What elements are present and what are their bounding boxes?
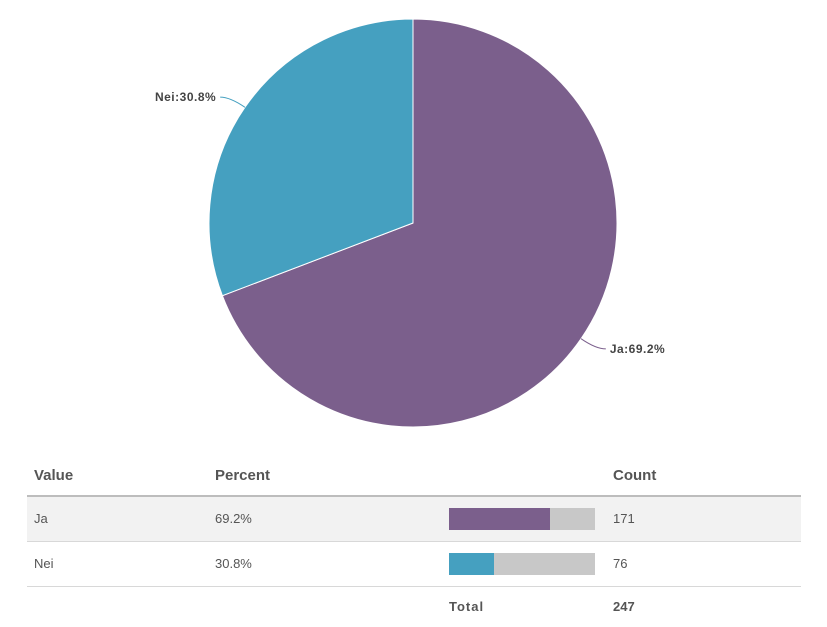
results-table: Value Percent Count Ja 69.2% 171 Nei 30.… — [27, 455, 801, 627]
total-value: 247 — [613, 599, 635, 614]
row-count: 171 — [613, 511, 635, 526]
header-count: Count — [613, 467, 657, 484]
header-percent: Percent — [215, 467, 271, 484]
total-label: Total — [449, 599, 485, 614]
table-header: Value Percent Count — [27, 455, 801, 497]
row-count: 76 — [613, 556, 628, 571]
percent-bar-fill — [449, 508, 551, 530]
percent-bar — [449, 508, 595, 530]
pie-leader-line-ja — [580, 338, 606, 350]
table-row-ja: Ja 69.2% 171 — [27, 497, 801, 542]
pie-chart-svg: Ja:69.2% Nei:30.8% — [155, 18, 665, 428]
header-value: Value — [34, 467, 74, 484]
pie-slice-nei — [208, 18, 414, 297]
pie-label-ja: Ja:69.2% — [610, 342, 665, 356]
pie-chart: Ja:69.2% Nei:30.8% — [155, 18, 665, 428]
row-percent: 30.8% — [215, 556, 252, 571]
pie-label-nei: Nei:30.8% — [155, 90, 216, 104]
table-row-nei: Nei 30.8% 76 — [27, 542, 801, 587]
row-percent: 69.2% — [215, 511, 252, 526]
percent-bar-fill — [449, 553, 494, 575]
pie-slice-ja — [221, 18, 618, 428]
percent-bar — [449, 553, 595, 575]
row-value: Nei — [34, 556, 54, 571]
pie-leader-line-nei — [220, 96, 246, 108]
row-value: Ja — [34, 511, 48, 526]
table-total-row: Total 247 — [27, 587, 801, 627]
